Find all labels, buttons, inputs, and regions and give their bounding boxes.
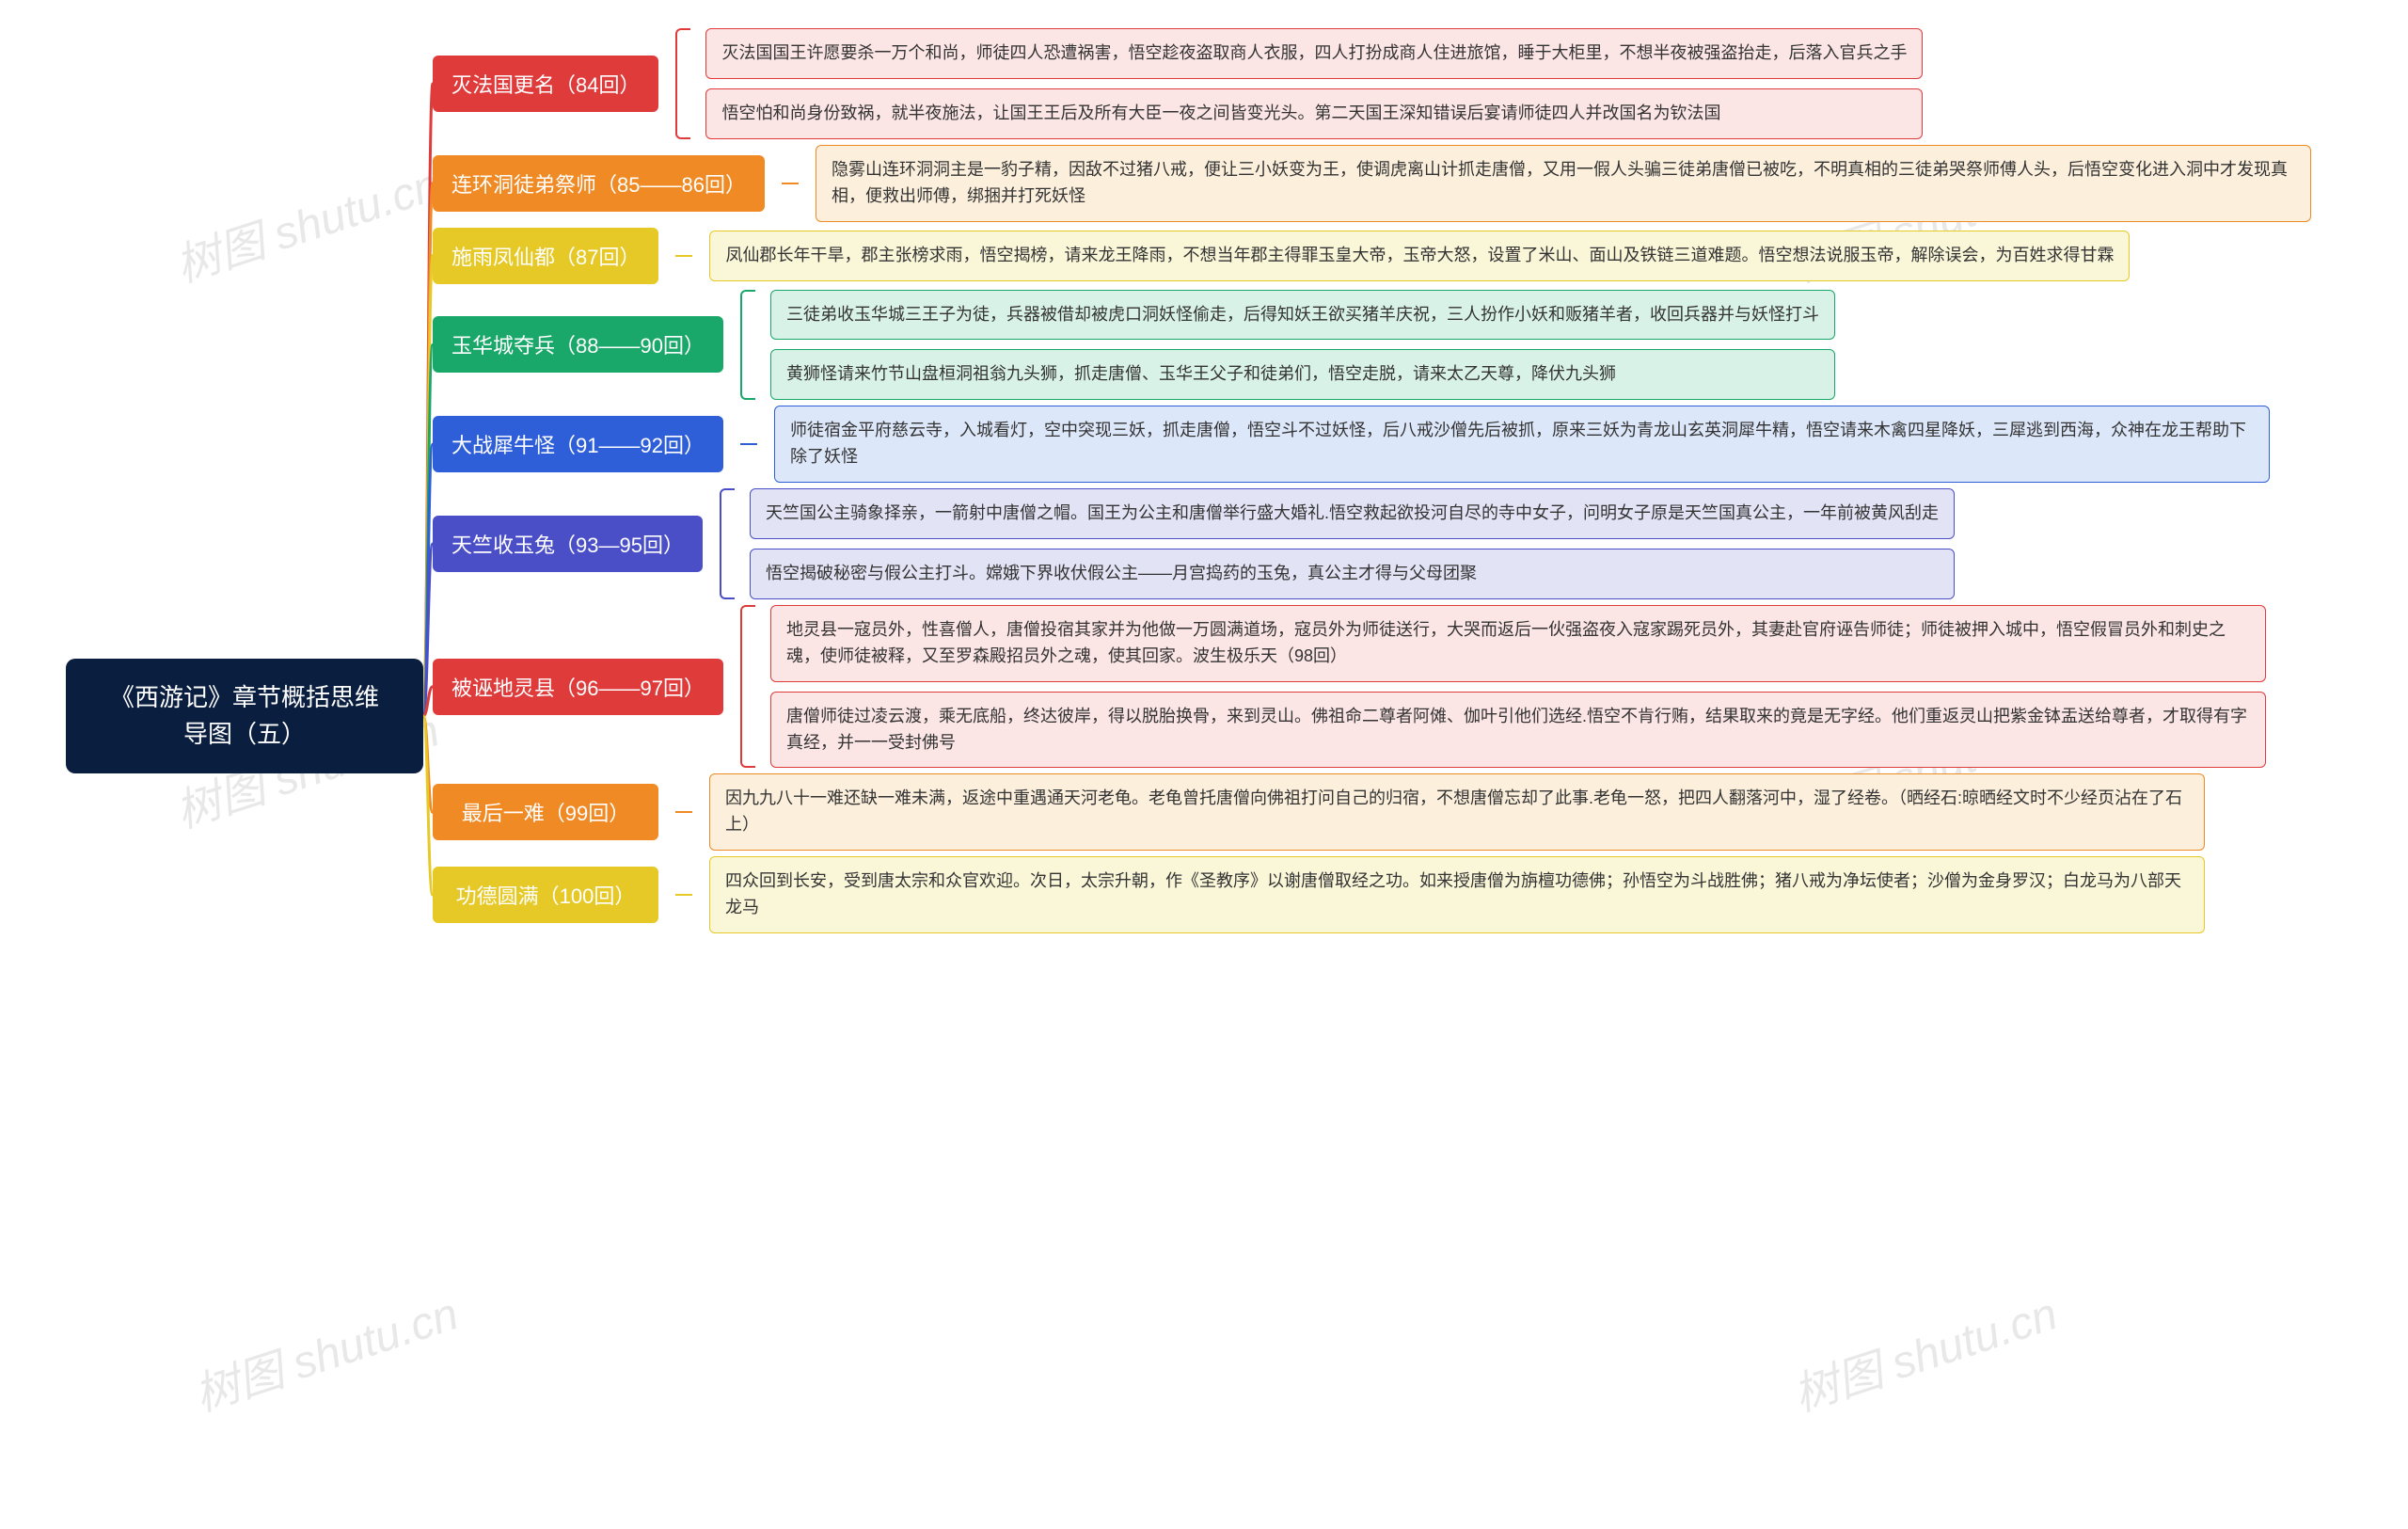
branch-row: 灭法国更名（84回） 灭法国国王许愿要杀一万个和尚，师徒四人恐遭祸害，悟空趁夜盗取… <box>433 28 2389 139</box>
branch-row: 玉华城夺兵（88——90回） 三徒弟收玉华城三王子为徒，兵器被借却被虎口洞妖怪偷走… <box>433 290 2389 401</box>
bracket <box>675 28 689 139</box>
branch-node[interactable]: 连环洞徒弟祭师（85——86回） <box>433 155 765 212</box>
leaf-node[interactable]: 四众回到长安，受到唐太宗和众官欢迎。次日，太宗升朝，作《圣教序》以谢唐僧取经之功… <box>709 856 2205 933</box>
leaf-node[interactable]: 灭法国国王许愿要杀一万个和尚，师徒四人恐遭祸害，悟空趁夜盗取商人衣服，四人打扮成… <box>705 28 1923 79</box>
root-title-line2: 导图（五） <box>92 716 397 753</box>
branch-row: 施雨凤仙都（87回） 凤仙郡长年干旱，郡主张榜求雨，悟空揭榜，请来龙王降雨，不想当… <box>433 228 2389 284</box>
leaf-node[interactable]: 因九九八十一难还缺一难未满，返途中重遇通天河老龟。老龟曾托唐僧向佛祖打问自己的归… <box>709 773 2205 851</box>
leaf-node[interactable]: 隐雾山连环洞洞主是一豹子精，因敌不过猪八戒，便让三小妖变为王，使调虎离山计抓走唐… <box>816 145 2311 222</box>
bracket <box>740 290 753 401</box>
leaf-group: 师徒宿金平府慈云寺，入城看灯，空中突现三妖，抓走唐僧，悟空斗不过妖怪，后八戒沙僧… <box>774 406 2270 483</box>
branch-node[interactable]: 玉华城夺兵（88——90回） <box>433 316 723 373</box>
leaf-group: 因九九八十一难还缺一难未满，返途中重遇通天河老龟。老龟曾托唐僧向佛祖打问自己的归… <box>709 773 2205 851</box>
leaf-node[interactable]: 黄狮怪请来竹节山盘桓洞祖翁九头狮，抓走唐僧、玉华王父子和徒弟们，悟空走脱，请来太… <box>770 349 1835 400</box>
watermark: 树图 shutu.cn <box>1783 1277 2064 1424</box>
leaf-group: 三徒弟收玉华城三王子为徒，兵器被借却被虎口洞妖怪偷走，后得知妖王欲买猪羊庆祝，三… <box>770 290 1835 401</box>
leaf-group: 四众回到长安，受到唐太宗和众官欢迎。次日，太宗升朝，作《圣教序》以谢唐僧取经之功… <box>709 856 2205 933</box>
branch-row: 最后一难（99回） 因九九八十一难还缺一难未满，返途中重遇通天河老龟。老龟曾托唐僧… <box>433 773 2389 851</box>
branch-node[interactable]: 被诬地灵县（96——97回） <box>433 659 723 715</box>
leaf-connector <box>782 183 799 184</box>
branch-node[interactable]: 大战犀牛怪（91——92回） <box>433 416 723 472</box>
bracket <box>720 488 733 599</box>
leaf-connector <box>675 811 692 813</box>
tree-container: 灭法国更名（84回） 灭法国国王许愿要杀一万个和尚，师徒四人恐遭祸害，悟空趁夜盗取… <box>433 28 2389 939</box>
leaf-group: 灭法国国王许愿要杀一万个和尚，师徒四人恐遭祸害，悟空趁夜盗取商人衣服，四人打扮成… <box>705 28 1923 139</box>
watermark: 树图 shutu.cn <box>184 1277 465 1424</box>
leaf-group: 天竺国公主骑象择亲，一箭射中唐僧之帽。国王为公主和唐僧举行盛大婚礼.悟空救起欲投… <box>750 488 1955 599</box>
branch-row: 被诬地灵县（96——97回） 地灵县一寇员外，性喜僧人，唐僧投宿其家并为他做一万圆… <box>433 605 2389 769</box>
leaf-connector <box>675 894 692 896</box>
leaf-group: 地灵县一寇员外，性喜僧人，唐僧投宿其家并为他做一万圆满道场，寇员外为师徒送行，大… <box>770 605 2266 769</box>
leaf-node[interactable]: 唐僧师徒过凌云渡，乘无底船，终达彼岸，得以脱胎换骨，来到灵山。佛祖命二尊者阿傩、… <box>770 692 2266 769</box>
leaf-node[interactable]: 悟空怕和尚身份致祸，就半夜施法，让国王王后及所有大臣一夜之间皆变光头。第二天国王… <box>705 88 1923 139</box>
leaf-group: 凤仙郡长年干旱，郡主张榜求雨，悟空揭榜，请来龙王降雨，不想当年郡主得罪玉皇大帝，… <box>709 231 2130 281</box>
branch-node[interactable]: 功德圆满（100回） <box>433 867 658 923</box>
leaf-node[interactable]: 师徒宿金平府慈云寺，入城看灯，空中突现三妖，抓走唐僧，悟空斗不过妖怪，后八戒沙僧… <box>774 406 2270 483</box>
leaf-node[interactable]: 凤仙郡长年干旱，郡主张榜求雨，悟空揭榜，请来龙王降雨，不想当年郡主得罪玉皇大帝，… <box>709 231 2130 281</box>
leaf-group: 隐雾山连环洞洞主是一豹子精，因敌不过猪八戒，便让三小妖变为王，使调虎离山计抓走唐… <box>816 145 2311 222</box>
watermark: 树图 shutu.cn <box>166 148 446 295</box>
leaf-connector <box>675 255 692 257</box>
leaf-node[interactable]: 悟空揭破秘密与假公主打斗。嫦娥下界收伏假公主——月宫捣药的玉兔，真公主才得与父母… <box>750 549 1955 599</box>
leaf-node[interactable]: 地灵县一寇员外，性喜僧人，唐僧投宿其家并为他做一万圆满道场，寇员外为师徒送行，大… <box>770 605 2266 682</box>
branch-node[interactable]: 灭法国更名（84回） <box>433 56 658 112</box>
bracket <box>740 605 753 769</box>
leaf-node[interactable]: 三徒弟收玉华城三王子为徒，兵器被借却被虎口洞妖怪偷走，后得知妖王欲买猪羊庆祝，三… <box>770 290 1835 341</box>
root-title-line1: 《西游记》章节概括思维 <box>92 679 397 716</box>
branch-node[interactable]: 施雨凤仙都（87回） <box>433 228 658 284</box>
branch-node[interactable]: 天竺收玉兔（93—95回） <box>433 516 703 572</box>
branch-row: 功德圆满（100回） 四众回到长安，受到唐太宗和众官欢迎。次日，太宗升朝，作《圣教… <box>433 856 2389 933</box>
branch-row: 大战犀牛怪（91——92回） 师徒宿金平府慈云寺，入城看灯，空中突现三妖，抓走唐僧… <box>433 406 2389 483</box>
leaf-connector <box>740 443 757 445</box>
root-node[interactable]: 《西游记》章节概括思维 导图（五） <box>66 659 423 773</box>
branch-node[interactable]: 最后一难（99回） <box>433 784 658 840</box>
leaf-node[interactable]: 天竺国公主骑象择亲，一箭射中唐僧之帽。国王为公主和唐僧举行盛大婚礼.悟空救起欲投… <box>750 488 1955 539</box>
branch-row: 连环洞徒弟祭师（85——86回） 隐雾山连环洞洞主是一豹子精，因敌不过猪八戒，便让… <box>433 145 2389 222</box>
branch-row: 天竺收玉兔（93—95回） 天竺国公主骑象择亲，一箭射中唐僧之帽。国王为公主和唐僧… <box>433 488 2389 599</box>
